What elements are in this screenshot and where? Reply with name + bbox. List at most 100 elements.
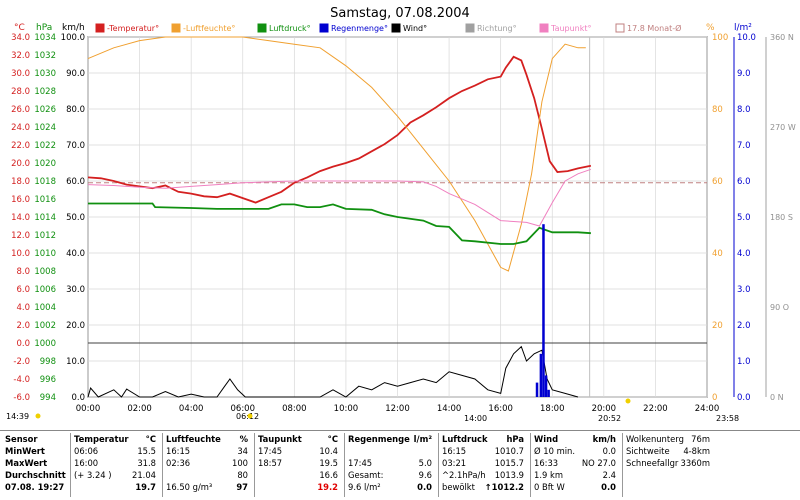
- stats-current-label: 07.08. 19:27: [5, 482, 65, 492]
- time-tick: 16:00: [488, 404, 513, 414]
- stats-extra-column: Wolkenunterg 76m Sichtweite 4-8km Schneefa…: [622, 433, 714, 497]
- stats-temp-max: 31.8: [137, 458, 156, 468]
- legend-label: -Temperatur°: [107, 24, 159, 33]
- pct-tick: 60: [712, 177, 723, 187]
- stats-dew-header: Taupunkt: [258, 434, 302, 444]
- stats-dew-unit: °C: [327, 434, 338, 444]
- legend-swatch: [465, 23, 475, 33]
- legend-label: Regenmenge°: [331, 24, 388, 33]
- rain-tick: 3.0: [737, 285, 751, 295]
- weather-chart: Samstag, 07.08.2004 -Temperatur° -Luftfeu…: [6, 6, 796, 423]
- stats-wind-max-time: 16:33: [534, 458, 559, 468]
- stats-hum-max-time: 02:36: [166, 458, 191, 468]
- time-tick: 20:00: [592, 404, 617, 414]
- stats-temp-trend: (+ 3.24 ): [74, 470, 112, 480]
- axis-ticks: 34.0 32.0 30.0 28.0 26.0 24.0 22.0 20.0 18.0 16.0…: [6, 33, 796, 423]
- temp-tick: -2.0: [13, 357, 30, 367]
- kmh-tick: 60.0: [66, 177, 85, 187]
- stats-visibility: 4-8km: [683, 446, 710, 456]
- time-tick: 00:00: [76, 404, 101, 414]
- series-line: [88, 202, 591, 245]
- stats-dewpoint-column: Taupunkt °C 17:45 10.4 18:57 19.5 16.6 19.2: [254, 433, 342, 497]
- stats-press-trend: ^2.1hPa/h: [442, 470, 486, 480]
- stats-temp-avg: 21.04: [132, 470, 156, 480]
- temp-tick: 22.0: [11, 141, 30, 151]
- stats-temp-min: 15.5: [137, 446, 156, 456]
- stats-temp-header: Temperatur: [74, 434, 129, 444]
- kmh-tick: 80.0: [66, 105, 85, 115]
- stats-press-forecast: bewölkt: [442, 482, 475, 492]
- time-tick: 10:00: [334, 404, 359, 414]
- temp-tick: -4.0: [13, 375, 30, 385]
- sunset-icon: [625, 398, 631, 404]
- stats-press-min-time: 16:15: [442, 446, 467, 456]
- temp-tick: 14.0: [11, 213, 30, 223]
- temp-tick: 34.0: [11, 33, 30, 43]
- stats-rain-total: 9.6: [418, 470, 432, 480]
- legend-swatch: [539, 23, 549, 33]
- hpa-tick: 998: [40, 357, 56, 367]
- rain-bar: [542, 224, 545, 397]
- rain-tick: 6.0: [737, 177, 751, 187]
- rain-tick: 8.0: [737, 105, 751, 115]
- temp-tick: 4.0: [16, 303, 30, 313]
- kmh-tick: 100.0: [61, 33, 85, 43]
- stats-press-max: 1015.7: [494, 458, 524, 468]
- legend-swatch: [95, 23, 105, 33]
- stats-hum-header: Luftfeuchte: [166, 434, 221, 444]
- rain-tick: 4.0: [737, 249, 751, 259]
- stats-snowline-label: Schneefallgr: [626, 458, 679, 468]
- sun-time-label: 14:00: [464, 414, 487, 423]
- stats-snowline: 3360m: [680, 458, 710, 468]
- time-tick: 18:00: [540, 404, 565, 414]
- stats-dew-max: 19.5: [319, 458, 338, 468]
- unit-percent: %: [706, 23, 715, 33]
- kmh-tick: 0.0: [71, 393, 85, 403]
- stats-max-label: MaxWert: [5, 458, 48, 468]
- legend-swatch: [615, 23, 625, 33]
- sun-time-label: 23:58: [716, 414, 739, 423]
- kmh-tick: 10.0: [66, 357, 85, 367]
- stats-cloudbase: 76m: [691, 434, 710, 444]
- stats-cloudbase-label: Wolkenunterg: [626, 434, 684, 444]
- stats-dew-min-time: 17:45: [258, 446, 283, 456]
- stats-pressure-column: Luftdruck hPa 16:15 1010.7 03:21 1015.7 ^2.…: [438, 433, 528, 497]
- hpa-tick: 1002: [34, 321, 56, 331]
- time-tick: 22:00: [643, 404, 668, 414]
- rain-tick: 10.0: [737, 33, 756, 43]
- stats-humidity-column: Luftfeuchte% 16:15 34 02:36 100 80 16.50 g…: [162, 433, 252, 497]
- stats-hum-min: 34: [237, 446, 248, 456]
- temp-tick: 30.0: [11, 69, 30, 79]
- hpa-tick: 1020: [34, 159, 56, 169]
- pct-tick: 80: [712, 105, 723, 115]
- axis-unit-labels: °C hPa km/h % l/m²: [14, 23, 752, 33]
- hpa-tick: 1006: [34, 285, 56, 295]
- pct-tick: 20: [712, 321, 723, 331]
- rain-tick: 9.0: [737, 69, 751, 79]
- plot-area: [87, 36, 592, 398]
- hpa-tick: 1014: [34, 213, 56, 223]
- stats-temperature-column: Temperatur °C 06:06 15.5 16:00 31.8 (+ 3.24…: [70, 433, 160, 497]
- statistics-panel: Sensor MinWert MaxWert Durchschnitt 07.0…: [0, 430, 800, 500]
- rain-tick: 2.0: [737, 321, 751, 331]
- temp-tick: 20.0: [11, 159, 30, 169]
- kmh-tick: 70.0: [66, 141, 85, 151]
- stats-wind-run: 1.9 km: [534, 470, 563, 480]
- time-tick: 02:00: [127, 404, 152, 414]
- series-line: [87, 168, 592, 227]
- stats-wind-unit: km/h: [592, 434, 616, 444]
- unit-celsius: °C: [14, 23, 25, 33]
- unit-kmh: km/h: [62, 23, 85, 33]
- rain-tick: 5.0: [737, 213, 751, 223]
- stats-avg-label: Durchschnitt: [5, 470, 66, 480]
- stats-hum-max: 100: [232, 458, 248, 468]
- hpa-tick: 996: [40, 375, 56, 385]
- stats-wind-bft: 0 Bft W: [534, 482, 565, 492]
- series-line: [87, 55, 592, 204]
- rain-bar: [544, 375, 548, 397]
- stats-press-max-time: 03:21: [442, 458, 467, 468]
- temp-tick: 16.0: [11, 195, 30, 205]
- stats-temp-current: 19.7: [135, 482, 156, 492]
- sun-time-label: 06:12: [236, 412, 259, 421]
- rain-bar: [539, 353, 543, 397]
